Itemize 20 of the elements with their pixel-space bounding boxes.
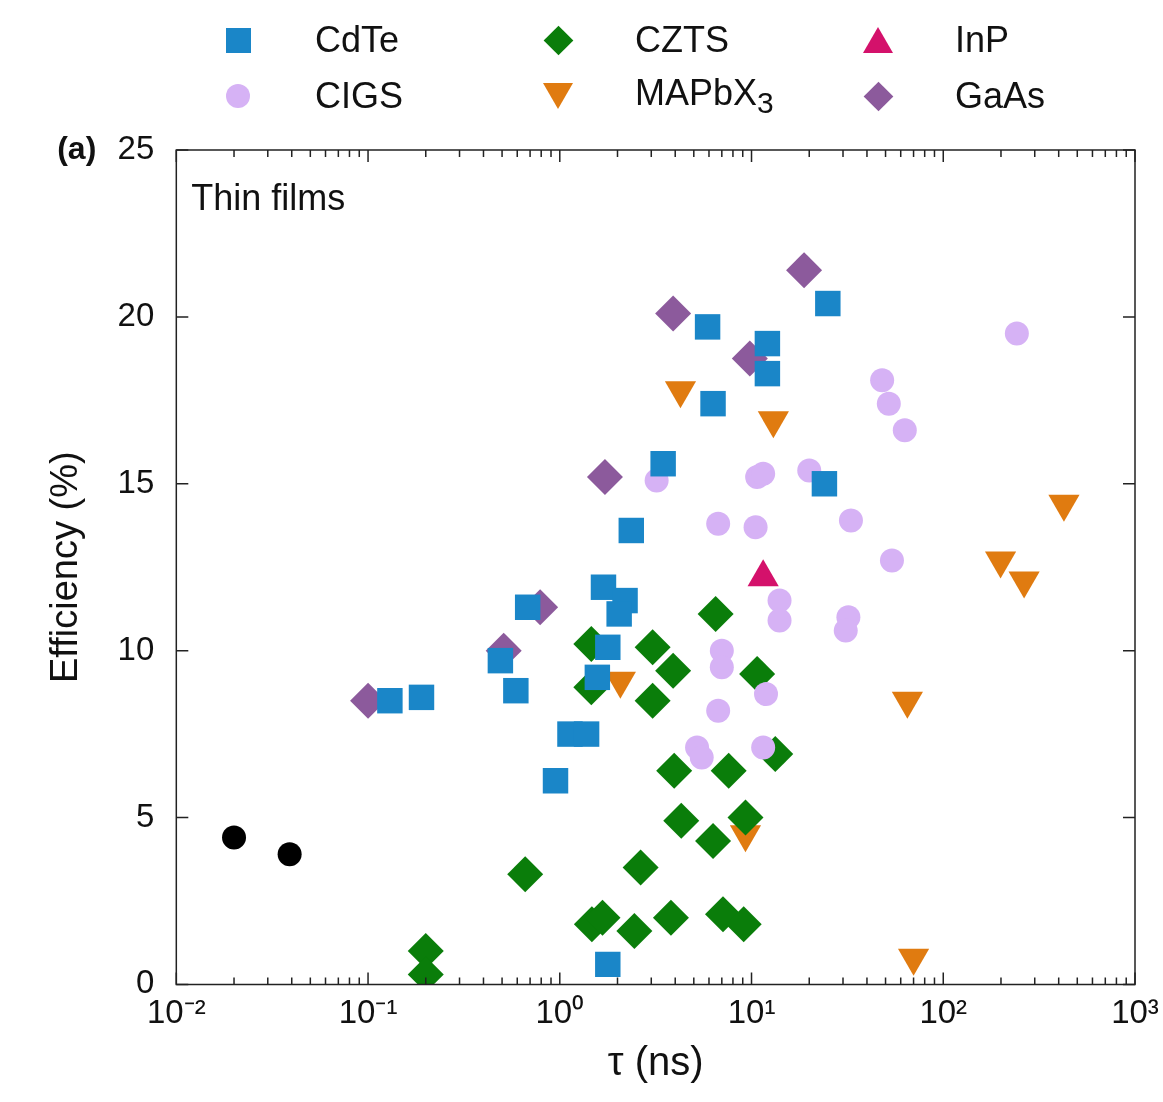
- annotation: Thin films: [191, 176, 346, 218]
- legend-label: CIGS: [315, 75, 404, 117]
- legend-label: InP: [955, 19, 1010, 61]
- legend-label: CdTe: [315, 19, 400, 61]
- x-tick-label: 10⁰: [535, 993, 585, 1031]
- y-tick-label: 5: [135, 796, 155, 834]
- y-axis-title: Efficiency (%): [43, 451, 86, 683]
- y-tick-label: 25: [117, 129, 155, 167]
- legend-label: MAPbX$_{3}$: [635, 71, 774, 121]
- x-tick-label: 10³: [1111, 993, 1159, 1031]
- legend-label: CZTS: [635, 19, 729, 61]
- legend-label: GaAs: [955, 75, 1046, 117]
- y-tick-label: 10: [117, 629, 155, 667]
- x-tick-label: 10⁻¹: [338, 993, 398, 1031]
- chart-title: (a): [57, 129, 97, 166]
- x-tick-label: 10¹: [727, 993, 776, 1031]
- x-tick-label: 10²: [919, 993, 968, 1031]
- y-tick-label: 20: [117, 295, 155, 333]
- y-tick-label: 15: [117, 462, 155, 500]
- x-axis-title: τ (ns): [607, 1039, 704, 1084]
